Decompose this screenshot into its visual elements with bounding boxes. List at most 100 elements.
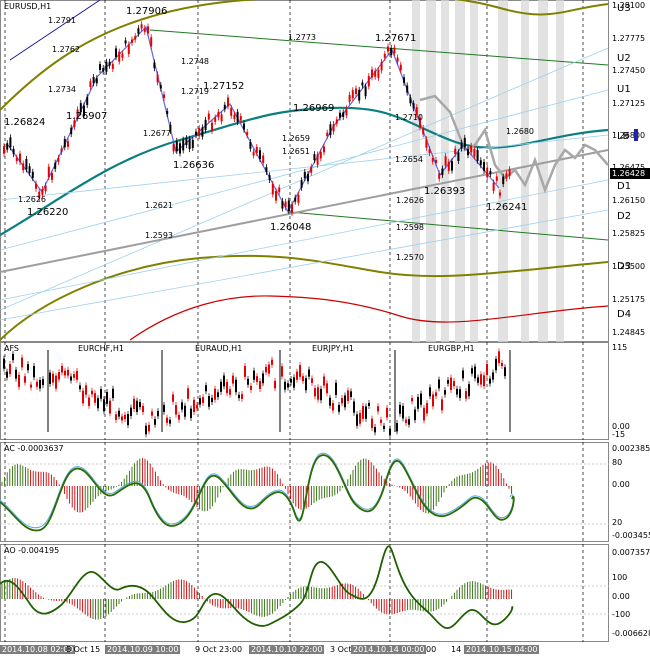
level-label: 1.2598	[396, 223, 424, 232]
swing-label: 1.27152	[203, 81, 245, 92]
pairs-frame	[0, 342, 609, 440]
level-label: 1.2570	[396, 253, 424, 262]
time-label: 9 Oct 23:00	[195, 645, 243, 654]
price-tick: 1.28100	[612, 1, 646, 10]
time-label: 3 Oct	[330, 645, 352, 654]
ac-tick: 0.00	[612, 480, 630, 489]
level-label: 1.2680	[506, 127, 534, 136]
ao-title: AO -0.004195	[4, 546, 60, 555]
level-label: 1.2710	[395, 113, 423, 122]
price-tick: 1.26150	[612, 196, 646, 205]
zone-label-d4: D4	[617, 309, 632, 320]
swing-label: 1.26220	[27, 207, 69, 218]
level-label: 1.2791	[48, 16, 76, 25]
level-label: 1.2734	[48, 85, 76, 94]
level-label: 1.2748	[181, 57, 209, 66]
level-label: 1.2654	[395, 155, 423, 164]
swing-label: 1.26241	[486, 202, 528, 213]
main-chart-pane[interactable]: EURUSD,H1 1.26824 1.26907 1.27906 1.2715…	[0, 0, 650, 342]
ac-histogram	[1, 458, 513, 514]
price-tick: 1.25825	[612, 229, 646, 238]
level-label: 1.2651	[282, 147, 310, 156]
zone-label-lb: LB	[617, 131, 630, 142]
pairs-candles	[3, 348, 506, 439]
ac-pane[interactable]: AC -0.0003637 0.002385 80 0.00 20 -0.003…	[0, 442, 650, 542]
time-label: 2014.10.14 00:00	[351, 645, 427, 654]
zone-label-u2: U2	[617, 53, 631, 64]
pairs-pane[interactable]: AFS EURCHF,H1 EURAUD,H1 EURJPY,H1 EURGBP…	[0, 342, 650, 440]
pairs-tick: 115	[612, 343, 628, 352]
swing-label: 1.26636	[173, 160, 215, 171]
ao-histogram	[1, 578, 513, 620]
ao-canvas[interactable]	[0, 544, 609, 642]
zone-label-u1: U1	[617, 84, 631, 95]
ac-tick: -0.003455	[612, 531, 650, 540]
swing-label: 1.26048	[270, 222, 312, 233]
swing-label: 1.27906	[126, 6, 168, 17]
main-chart-frame	[0, 0, 609, 342]
price-candles	[3, 21, 511, 216]
main-chart-canvas[interactable]	[0, 0, 609, 342]
pairs-axis[interactable]: 115 0.00 -15	[610, 342, 650, 440]
ao-tick: 0.00	[612, 592, 630, 601]
ao-axis[interactable]: 0.007357 100 0.00 -100 -0.006628	[610, 544, 650, 642]
level-label: 1.2762	[52, 45, 80, 54]
ac-tick: 80	[612, 458, 623, 467]
pair-label-euraud: EURAUD,H1	[195, 344, 243, 353]
pairs-tick: 0.00	[612, 422, 630, 431]
pair-label-eurchf: EURCHF,H1	[78, 344, 124, 353]
zone-label-d2: D2	[617, 211, 632, 222]
ao-pane[interactable]: AO -0.004195 0.007357 100 0.00 -100 -0.0…	[0, 544, 650, 642]
swing-label: 1.26393	[424, 186, 466, 197]
time-label: 00	[426, 645, 437, 654]
time-label: 2014.10.08 02:00	[0, 645, 76, 654]
ao-tick: 0.007357	[612, 548, 650, 557]
ac-canvas[interactable]	[0, 442, 609, 542]
level-label: 1.2719	[181, 87, 209, 96]
price-tick: 1.27450	[612, 66, 646, 75]
level-label: 1.2659	[282, 134, 310, 143]
pairs-canvas[interactable]	[0, 342, 609, 440]
zone-label-u3: U3	[617, 3, 631, 14]
price-tick: 1.24845	[612, 328, 646, 337]
pairs-tick: -15	[612, 430, 626, 439]
main-chart-title: EURUSD,H1	[4, 2, 52, 11]
swing-label: 1.26907	[66, 111, 108, 122]
price-tick: 1.26475	[612, 163, 645, 172]
price-tick: 1.27125	[612, 99, 646, 108]
level-label: 1.2773	[288, 33, 316, 42]
price-tick: 1.26800	[612, 131, 646, 140]
price-axis[interactable]: 1.28100 1.27775 1.27450 1.27125 1.26800 …	[610, 0, 650, 342]
ac-axis[interactable]: 0.002385 80 0.00 20 -0.003455	[610, 442, 650, 542]
pair-label-eurgbp: EURGBP,H1	[428, 344, 475, 353]
level-label: 1.2626	[396, 196, 424, 205]
level-label: 1.2677	[143, 129, 171, 138]
price-tick: 1.27775	[612, 34, 646, 43]
pairs-title: AFS	[4, 344, 20, 353]
zone-label-d3: D3	[617, 261, 632, 272]
time-label: 2014.10.15 04:00	[464, 645, 540, 654]
ao-tick: -0.006628	[612, 629, 650, 638]
pair-label-eurjpy: EURJPY,H1	[312, 344, 355, 353]
price-tick: 1.25175	[612, 295, 646, 304]
time-label: 8 Oct 15	[66, 645, 101, 654]
time-axis[interactable]: 2014.10.08 02:00 8 Oct 15 2014.10.09 10:…	[0, 642, 650, 660]
swing-label: 1.26969	[293, 103, 335, 114]
ac-tick: 0.002385	[612, 444, 650, 453]
lb-marker	[634, 129, 638, 141]
price-tick: 1.25500	[612, 262, 646, 271]
level-label: 1.2593	[145, 231, 173, 240]
ac-frame	[0, 442, 609, 542]
level-label: 1.2621	[145, 201, 173, 210]
current-price-tag: 1.26428	[610, 168, 650, 179]
time-label: 2014.10.09 10:00	[105, 645, 181, 654]
level-label: 1.2626	[18, 195, 46, 204]
ao-tick: -100	[612, 610, 631, 619]
ac-title: AC -0.0003637	[4, 444, 64, 453]
zone-label-d1: D1	[617, 181, 632, 192]
ao-tick: 100	[612, 573, 628, 582]
time-label: 14	[451, 645, 462, 654]
ac-tick: 20	[612, 518, 623, 527]
swing-label: 1.26824	[4, 117, 46, 128]
time-label: 2014.10.10 22:00	[249, 645, 325, 654]
